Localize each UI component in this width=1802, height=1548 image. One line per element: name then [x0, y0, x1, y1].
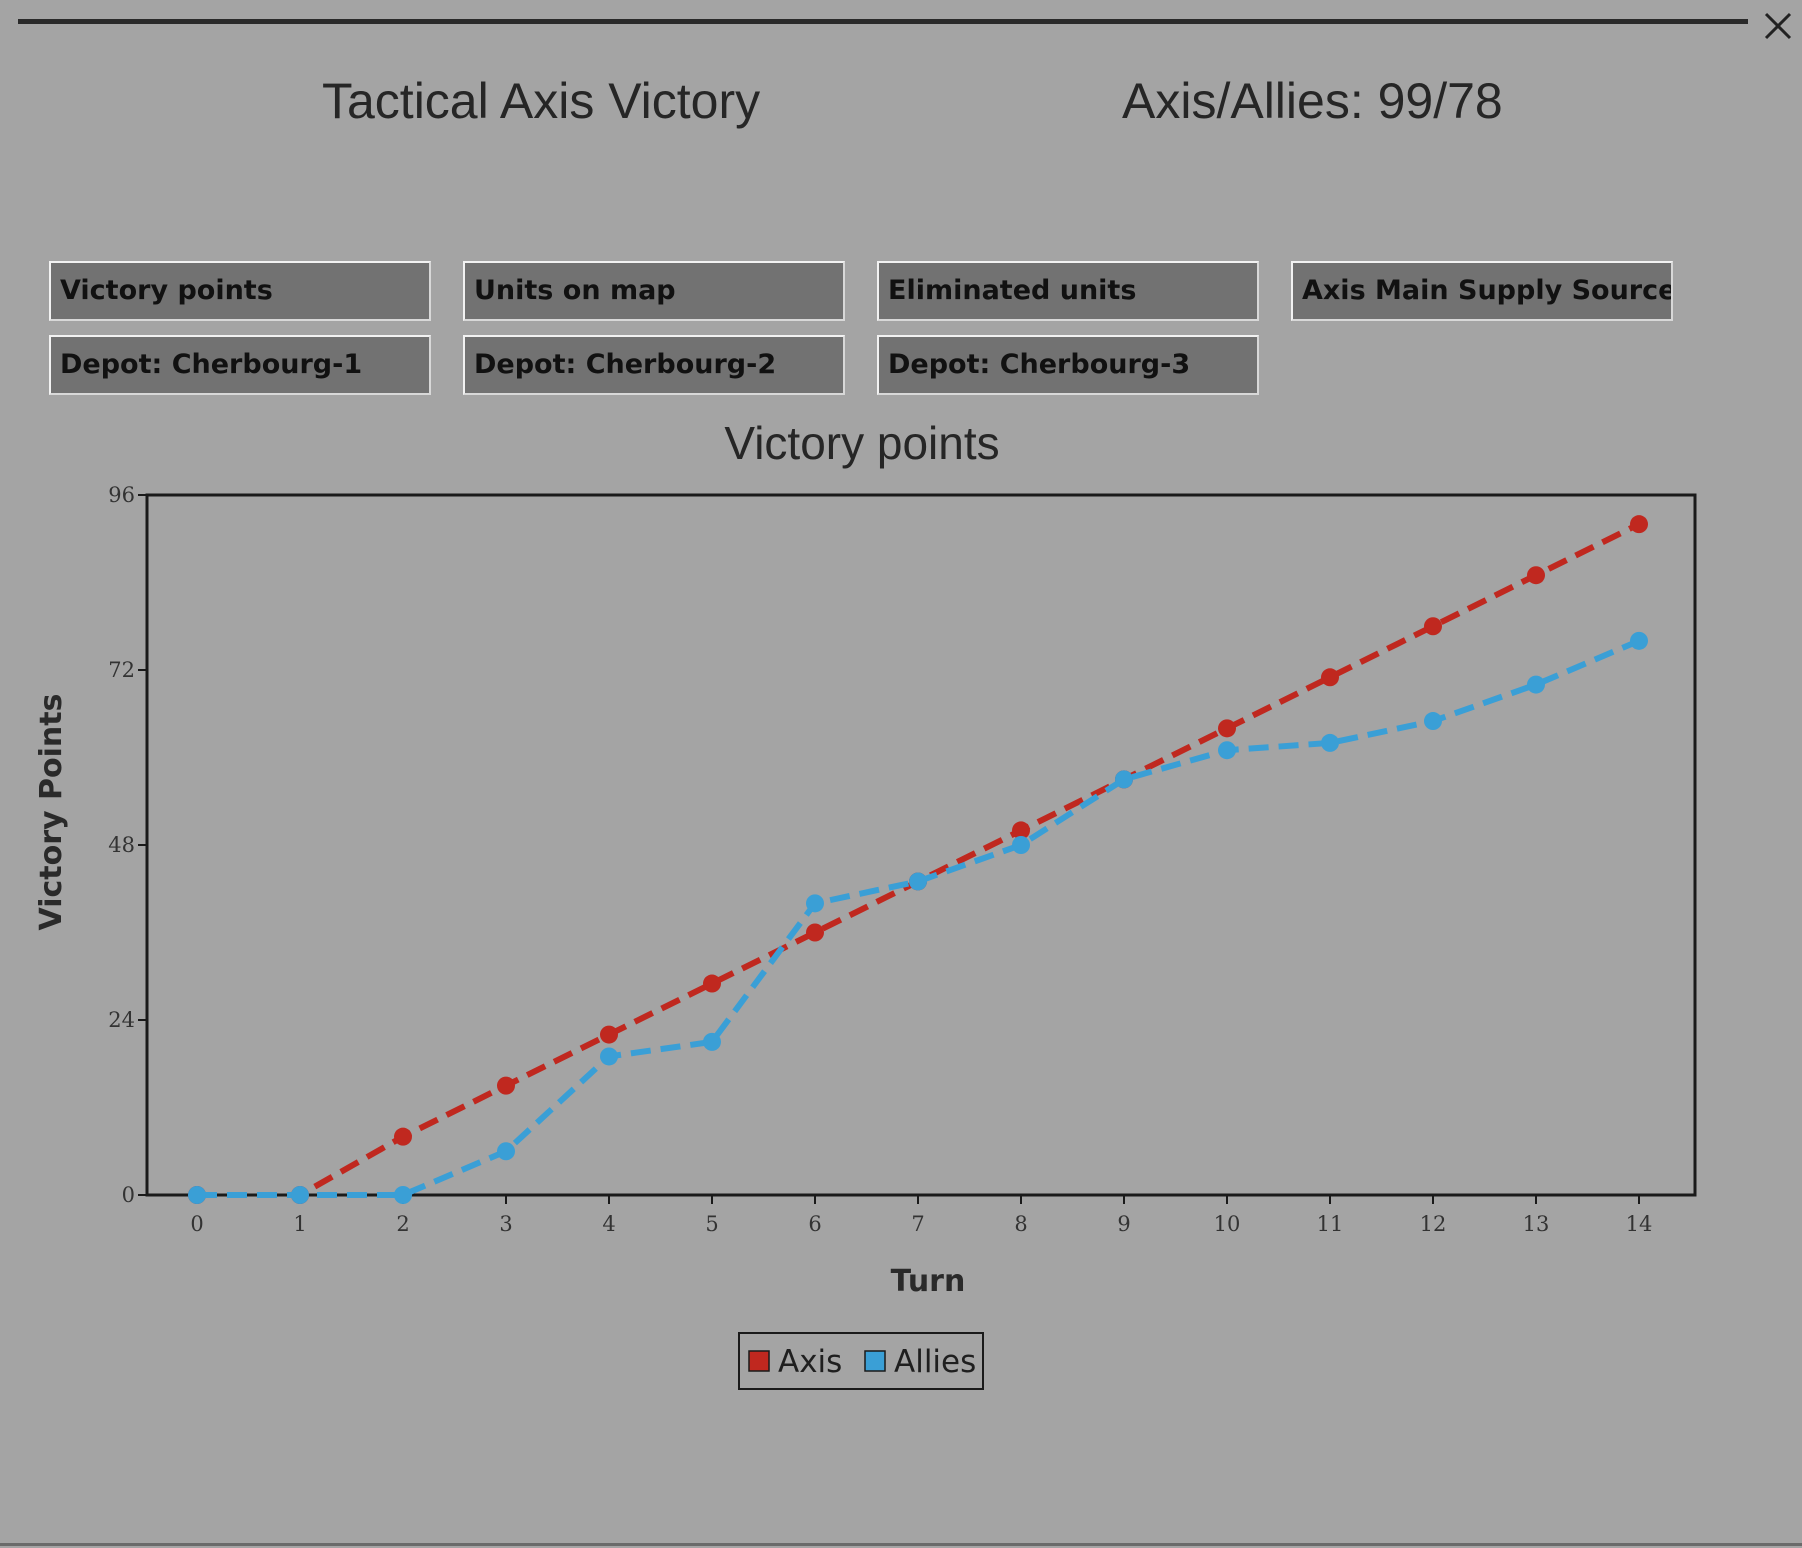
- x-tick-label: 10: [1214, 1212, 1241, 1236]
- data-point-axis: [806, 923, 824, 942]
- x-axis-title: Turn: [891, 1264, 966, 1299]
- data-point-allies: [1115, 770, 1133, 789]
- chart-title: Victory points: [724, 417, 999, 469]
- x-tick-label: 4: [602, 1212, 615, 1236]
- x-tick-label: 3: [499, 1212, 512, 1236]
- legend-label-allies: Allies: [894, 1344, 976, 1380]
- x-tick-label: 2: [396, 1212, 409, 1236]
- tab-victory-points[interactable]: Victory points: [49, 261, 431, 321]
- legend-frame: [738, 1332, 984, 1390]
- tab-units-on-map[interactable]: Units on map: [463, 261, 845, 321]
- close-icon: [1764, 12, 1792, 40]
- title-bar-rule: [18, 19, 1748, 24]
- data-point-allies: [394, 1186, 412, 1204]
- data-point-axis: [1218, 719, 1236, 738]
- data-point-allies: [600, 1047, 618, 1066]
- y-axis-title: Victory Points: [34, 694, 69, 931]
- tab-axis-main-supply-source[interactable]: Axis Main Supply Source: [1291, 261, 1673, 321]
- data-point-axis: [600, 1025, 618, 1044]
- y-tick-label: 0: [122, 1183, 135, 1207]
- series-line-allies: [197, 638, 1641, 1198]
- y-tick-label: 24: [108, 1008, 135, 1032]
- tab-eliminated-units[interactable]: Eliminated units: [877, 261, 1259, 321]
- data-point-allies: [1630, 631, 1648, 650]
- data-point-axis: [1012, 821, 1030, 840]
- x-tick-label: 11: [1317, 1212, 1344, 1236]
- data-point-allies: [909, 872, 927, 891]
- x-tick-label: 5: [705, 1212, 718, 1236]
- legend-label-axis: Axis: [778, 1344, 842, 1380]
- data-point-axis: [1424, 617, 1442, 636]
- tab-depot-cherbourg-1[interactable]: Depot: Cherbourg-1: [49, 335, 431, 395]
- data-point-axis: [1321, 668, 1339, 687]
- x-tick-label: 14: [1626, 1212, 1653, 1236]
- score-text: Axis/Allies: 99/78: [1122, 73, 1503, 129]
- x-tick-label: 13: [1523, 1212, 1550, 1236]
- dialog-bottom-border: [0, 1543, 1802, 1546]
- x-tick-label: 6: [808, 1212, 821, 1236]
- tab-depot-cherbourg-3[interactable]: Depot: Cherbourg-3: [877, 335, 1259, 395]
- data-point-allies: [1012, 836, 1030, 854]
- data-point-axis: [394, 1127, 412, 1146]
- x-tick-label: 9: [1117, 1212, 1130, 1236]
- data-point-allies: [1218, 741, 1236, 760]
- x-tick-label: 12: [1420, 1212, 1447, 1236]
- x-tick-label: 7: [911, 1212, 924, 1236]
- chart-legend: Axis Allies: [738, 1332, 984, 1390]
- data-point-allies: [1527, 675, 1545, 694]
- legend-swatch-allies: [864, 1350, 886, 1372]
- data-point-axis: [703, 974, 721, 993]
- data-point-axis: [1527, 566, 1545, 585]
- data-point-allies: [188, 1186, 206, 1204]
- x-tick-label: 0: [190, 1212, 203, 1236]
- victory-result-text: Tactical Axis Victory: [322, 73, 761, 129]
- data-point-allies: [806, 894, 824, 913]
- data-point-allies: [497, 1142, 515, 1161]
- x-tick-label: 1: [293, 1212, 306, 1236]
- data-point-axis: [497, 1076, 515, 1095]
- legend-swatch-axis: [748, 1350, 770, 1372]
- y-tick-label: 48: [108, 833, 135, 857]
- data-point-allies: [1321, 733, 1339, 752]
- close-button[interactable]: [1760, 8, 1796, 44]
- data-point-allies: [703, 1032, 721, 1051]
- data-point-allies: [1424, 712, 1442, 731]
- data-point-allies: [291, 1186, 309, 1204]
- tab-depot-cherbourg-2[interactable]: Depot: Cherbourg-2: [463, 335, 845, 395]
- y-tick-label: 72: [108, 658, 135, 682]
- y-tick-label: 96: [108, 483, 135, 507]
- x-tick-label: 8: [1014, 1212, 1027, 1236]
- data-point-axis: [1630, 515, 1648, 534]
- plot-area: [145, 493, 1697, 1197]
